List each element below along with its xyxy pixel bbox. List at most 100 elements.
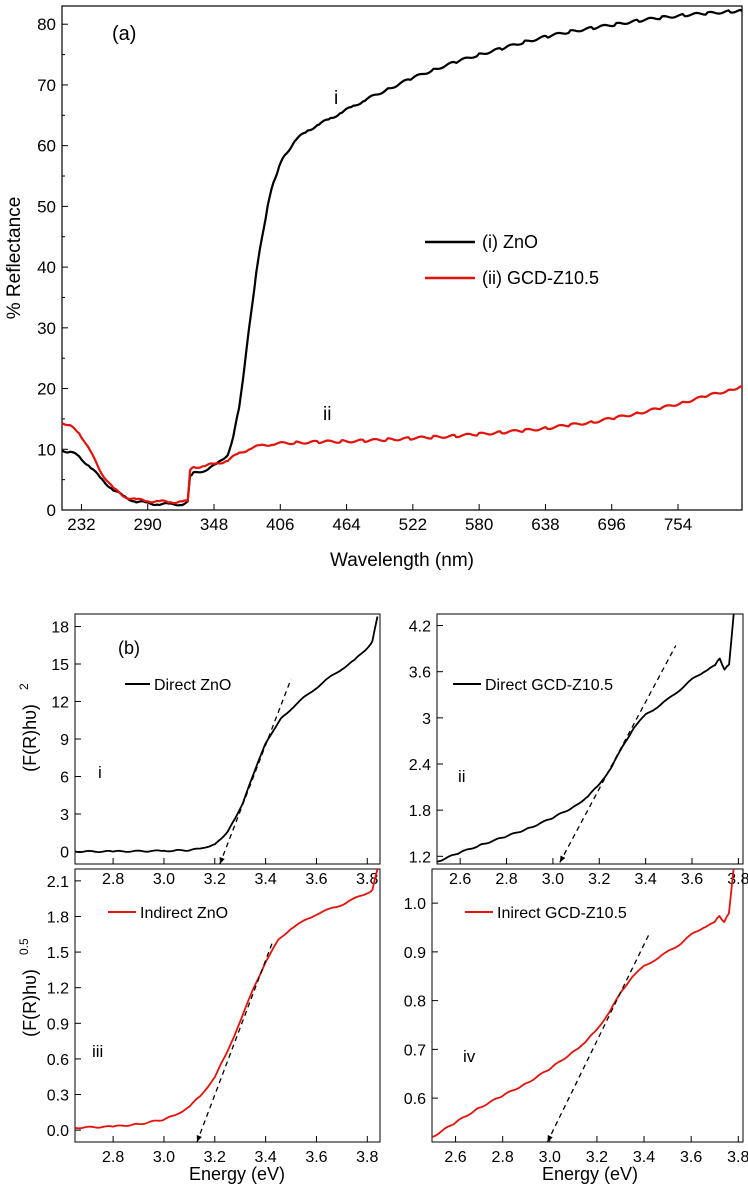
- series-line-1: [74, 616, 379, 853]
- x-tick-label: 2.8: [495, 871, 517, 888]
- x-tick-label: 2.8: [102, 1149, 124, 1166]
- plot-frame: [74, 868, 381, 1143]
- chart-panel-b-iii: 0.0 0.3 0.6 0.9 1.2 1.5 1.8 2.1 2.8 3.0 3.2 3.4 3.6…: [17, 868, 381, 1184]
- y-tick-label: 18: [51, 620, 69, 637]
- tangent-line: [219, 678, 292, 865]
- y-axis-label: (F(R)hυ) 0.5: [17, 938, 40, 1037]
- x-tick-label: 464: [332, 515, 360, 534]
- x-tick-label: 3.6: [305, 1149, 327, 1166]
- y-tick-label: 30: [37, 319, 56, 338]
- x-tick-label: 2.6: [449, 871, 471, 888]
- legend-label: Direct ZnO: [154, 677, 231, 694]
- tangent-line: [559, 645, 677, 863]
- y-tick-label: 15: [51, 657, 69, 674]
- x-tick-label: 3.8: [727, 1149, 748, 1166]
- x-axis-ticks: 2.6 2.8 3.0 3.2 3.4 3.6 3.8: [444, 1136, 748, 1166]
- y-tick-label: 3.6: [409, 665, 431, 682]
- x-tick-label: 3.2: [586, 1149, 608, 1166]
- x-tick-label: 638: [531, 515, 559, 534]
- roman-label: ii: [458, 767, 466, 786]
- y-axis-ticks: 0.6 0.7 0.8 0.9 1.0: [404, 896, 438, 1108]
- panel-label: (b): [118, 638, 140, 658]
- y-tick-label: 4.2: [409, 619, 431, 636]
- y-axis-label-exp: 0.5: [17, 938, 31, 955]
- chart-panel-b-iv: 0.6 0.7 0.8 0.9 1.0 2.6 2.8 3.0 3.2 3.4 3.6 3.8 In…: [404, 868, 748, 1184]
- y-tick-label: 10: [37, 440, 56, 459]
- tangent-arrowhead: [196, 1135, 202, 1142]
- x-axis-ticks: 2.8 3.0 3.2 3.4 3.6 3.8: [102, 858, 379, 888]
- x-axis-label: Wavelength (nm): [330, 550, 474, 571]
- tangent-arrowhead: [219, 857, 225, 864]
- y-axis-ticks: 0 10 20 30 40 50 60 70 80: [37, 15, 68, 520]
- x-axis-ticks: 232 290 348 406 464 522 580 638 696 754: [67, 504, 692, 534]
- y-tick-label: 2.1: [47, 874, 69, 891]
- legend-label-zno: (i) ZnO: [482, 232, 538, 252]
- tangent-line: [546, 934, 650, 1143]
- y-tick-label: 12: [51, 695, 69, 712]
- y-tick-label: 0.7: [404, 1042, 426, 1059]
- y-axis-label-text: (F(R)hυ): [20, 704, 40, 772]
- x-tick-label: 290: [134, 515, 162, 534]
- series-group: [74, 868, 379, 1130]
- x-axis-label: Energy (eV): [189, 1164, 285, 1184]
- x-tick-label: 3.8: [727, 871, 748, 888]
- legend-label: Inirect GCD-Z10.5: [497, 905, 627, 922]
- x-tick-label: 348: [200, 515, 228, 534]
- x-tick-label: 3.8: [356, 1149, 378, 1166]
- y-tick-label: 0.6: [404, 1091, 426, 1108]
- y-tick-label: 6: [60, 770, 69, 787]
- y-tick-label: 1.2: [409, 849, 431, 866]
- legend: (i) ZnO (ii) GCD-Z10.5: [425, 232, 599, 288]
- y-axis-label-exp: 2: [17, 683, 31, 690]
- y-axis-ticks: 0.0 0.3 0.6 0.9 1.2 1.5 1.8 2.1: [47, 874, 81, 1140]
- x-tick-label: 3.0: [153, 871, 175, 888]
- x-axis-label: Energy (eV): [542, 1164, 638, 1184]
- chart-panel-b-ii: 1.2 1.8 2.4 3 3.6 4.2 2.6 2.8 3.0 3.2 3.4 3.6 3.8 D…: [409, 613, 748, 888]
- series-group: [74, 616, 379, 853]
- y-tick-label: 20: [37, 380, 56, 399]
- y-tick-label: 1.8: [47, 909, 69, 926]
- x-tick-label: 406: [266, 515, 294, 534]
- y-tick-label: 1.2: [47, 981, 69, 998]
- y-axis-ticks: 1.2 1.8 2.4 3 3.6 4.2: [409, 619, 443, 866]
- y-axis-label: % Reflectance: [4, 197, 25, 320]
- chart-panel-a: 0 10 20 30 40 50 60 70 80 232 290 348 406 464 522 580 6…: [4, 5, 743, 571]
- legend-label: Indirect ZnO: [140, 905, 228, 922]
- x-tick-label: 3.6: [681, 871, 703, 888]
- y-tick-label: 70: [37, 76, 56, 95]
- series-line-1: [431, 868, 735, 1138]
- x-tick-label: 3.2: [204, 871, 226, 888]
- x-tick-label: 3.4: [635, 871, 657, 888]
- y-tick-label: 2.4: [409, 757, 431, 774]
- x-tick-label: 754: [664, 515, 692, 534]
- annotation-ii: ii: [323, 404, 331, 425]
- y-axis-label: (F(R)hυ) 2: [17, 683, 40, 772]
- x-tick-label: 3.4: [633, 1149, 655, 1166]
- y-tick-label: 0.9: [47, 1016, 69, 1033]
- roman-label: iii: [92, 1042, 103, 1061]
- tangent-arrowhead: [559, 855, 566, 863]
- x-tick-label: 3.2: [204, 1149, 226, 1166]
- y-tick-label: 0.6: [47, 1052, 69, 1069]
- x-tick-label: 2.8: [102, 871, 124, 888]
- x-tick-label: 3.2: [588, 871, 610, 888]
- annotation-i: i: [334, 88, 338, 109]
- x-tick-label: 2.6: [444, 1149, 466, 1166]
- plot-frame: [61, 5, 743, 511]
- x-tick-label: 580: [465, 515, 493, 534]
- series-line-2: [61, 385, 743, 505]
- series-group: [61, 8, 743, 507]
- y-axis-ticks: 0 3 6 9 12 15 18: [51, 620, 81, 862]
- panel-label: (a): [112, 23, 136, 45]
- y-tick-label: 9: [60, 732, 69, 749]
- y-tick-label: 1.0: [404, 896, 426, 913]
- y-tick-label: 60: [37, 137, 56, 156]
- tangent-arrowhead: [547, 1135, 553, 1142]
- x-tick-label: 696: [598, 515, 626, 534]
- series-group: [436, 613, 735, 863]
- y-tick-label: 40: [37, 258, 56, 277]
- plot-frame: [436, 613, 744, 865]
- y-tick-label: 50: [37, 197, 56, 216]
- y-tick-label: 0: [47, 501, 56, 520]
